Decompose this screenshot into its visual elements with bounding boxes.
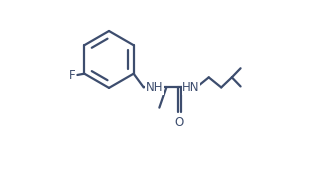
Text: O: O [175, 116, 184, 129]
Text: NH: NH [146, 81, 163, 94]
Text: F: F [69, 69, 76, 82]
Text: HN: HN [182, 81, 200, 94]
